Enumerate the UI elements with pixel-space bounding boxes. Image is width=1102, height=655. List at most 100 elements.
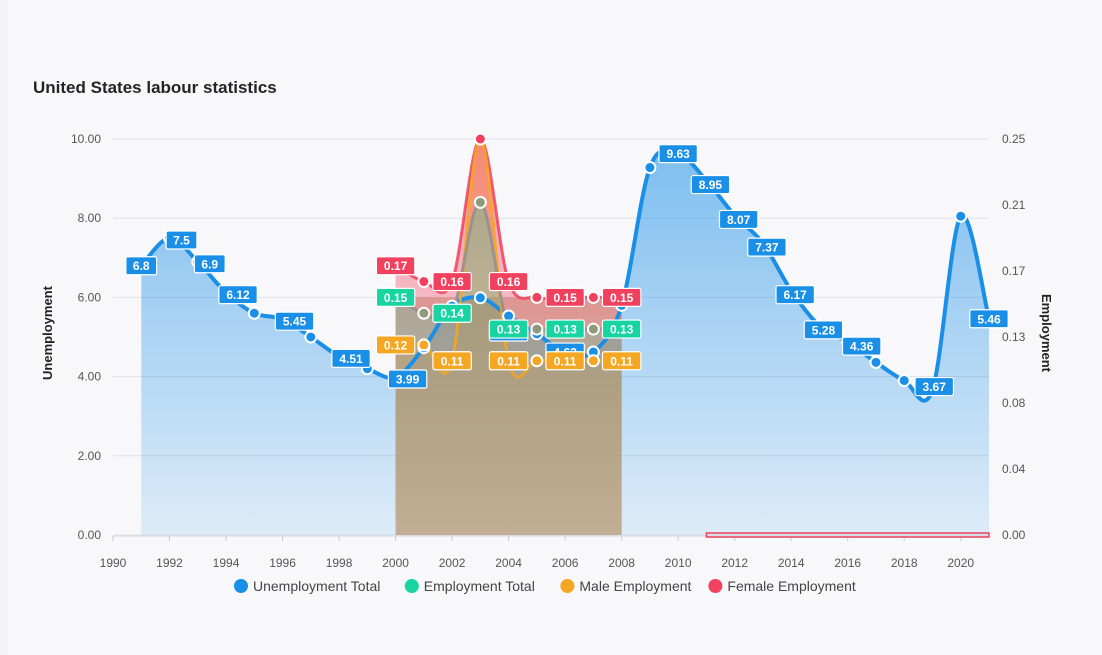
y-left-tick-label: 2.00: [78, 449, 102, 463]
y-right-tick-label: 0.13: [1002, 330, 1026, 344]
employment-total-data-label-box: [545, 319, 585, 339]
y-left-tick-label: 6.00: [78, 290, 102, 304]
legend-label-unemployment-total: Unemployment Total: [253, 578, 380, 594]
unemployment-data-label-box: [658, 144, 698, 164]
unemployment-data-label: 7.5: [173, 234, 190, 248]
male-employment-data-label-box: [545, 351, 585, 371]
unemployment-data-label: 5.46: [977, 312, 1001, 326]
x-tick-label: 1990: [100, 556, 127, 570]
x-tick-label: 1994: [213, 556, 240, 570]
y-right-tick-label: 0.21: [1002, 198, 1026, 212]
x-tick-label: 2000: [382, 556, 409, 570]
data-point-marker: [417, 338, 431, 352]
male-employment-data-label: 0.11: [554, 354, 577, 368]
unemployment-data-label: 8.07: [727, 213, 751, 227]
data-point-marker: [417, 306, 431, 320]
unemployment-data-label-box: [841, 336, 882, 356]
x-tick-label: 2012: [721, 556, 748, 570]
employment-total-data-label: 0.14: [440, 307, 464, 321]
x-tick-label: 2016: [834, 556, 861, 570]
data-point-marker: [473, 132, 487, 146]
y-right-tick-label: 0.04: [1002, 462, 1026, 476]
female-employment-data-label-box: [601, 287, 642, 307]
female-employment-data-label-box: [432, 271, 472, 292]
unemployment-data-label-box: [690, 174, 731, 195]
data-point-marker: [530, 322, 544, 336]
female-employment-data-label: 0.16: [440, 275, 464, 289]
employment-total-data-label: 0.13: [497, 323, 521, 337]
unemployment-data-label: 3.99: [396, 372, 420, 386]
x-tick-label: 1998: [326, 556, 353, 570]
data-point-marker: [304, 330, 318, 344]
data-point-marker: [530, 290, 544, 304]
y-left-tick-label: 8.00: [78, 211, 102, 225]
male-employment-data-label: 0.11: [441, 354, 464, 368]
male-employment-data-label-box: [432, 351, 472, 371]
unemployment-data-label-box: [747, 237, 787, 257]
legend-marker-male-employment: [560, 579, 575, 593]
unemployment-data-label-box: [165, 230, 198, 250]
legend-label-female-employment: Female Employment: [727, 578, 855, 594]
x-tick-label: 2006: [552, 556, 579, 570]
employment-total-data-label-box: [432, 303, 472, 323]
y-left-tick-label: 10.00: [71, 132, 101, 146]
employment-total-data-label-box: [601, 319, 642, 339]
y-right-axis-title: Employment: [1039, 294, 1054, 373]
male-employment-data-label: 0.11: [497, 354, 520, 368]
chart-title: United States labour statistics: [33, 78, 277, 97]
y-right-tick-label: 0.17: [1002, 264, 1026, 278]
unemployment-data-label: 4.51: [339, 352, 363, 366]
x-tick-label: 2014: [778, 556, 805, 570]
data-point-marker: [586, 354, 600, 368]
unemployment-data-label: 9.63: [666, 147, 690, 161]
unemployment-data-label: 6.17: [784, 288, 808, 302]
data-point-marker: [897, 374, 911, 388]
x-tick-label: 2008: [608, 556, 635, 570]
male-employment-data-label: 0.11: [610, 354, 633, 368]
unemployment-data-label-box: [193, 254, 226, 274]
unemployment-data-label: 5.28: [812, 323, 836, 337]
data-point-marker: [869, 355, 883, 369]
data-point-marker: [247, 306, 261, 320]
x-tick-label: 1992: [156, 556, 183, 570]
x-tick-label: 2002: [439, 556, 466, 570]
female-employment-data-label-box: [545, 287, 585, 307]
employment-total-data-label-box: [488, 319, 529, 339]
data-point-marker: [473, 195, 487, 209]
data-point-marker: [586, 290, 600, 304]
unemployment-data-label-box: [274, 311, 315, 331]
legend-marker-unemployment-total: [234, 579, 248, 593]
legend-marker-employment-total: [404, 579, 419, 593]
data-point-marker: [530, 354, 544, 368]
unemployment-data-label-box: [125, 256, 158, 276]
data-point-marker: [417, 275, 431, 289]
male-employment-data-label-box: [488, 351, 529, 371]
unemployment-data-label: 6.8: [133, 259, 150, 273]
unemployment-data-label-box: [803, 320, 844, 340]
unemployment-data-label-box: [218, 285, 258, 305]
female-employment-data-label: 0.16: [497, 275, 521, 289]
y-left-tick-label: 0.00: [78, 528, 102, 542]
female-employment-baseline-strip: [705, 532, 990, 538]
data-point-marker: [586, 322, 600, 336]
y-left-axis-title: Unemployment: [40, 285, 55, 380]
y-right-tick-label: 0.25: [1002, 132, 1026, 146]
employment-total-data-label: 0.13: [553, 323, 577, 337]
x-tick-label: 1996: [269, 556, 296, 570]
data-point-marker: [643, 161, 657, 175]
unemployment-data-label: 7.37: [755, 241, 779, 255]
x-tick-label: 2004: [495, 556, 522, 570]
unemployment-data-label-box: [775, 285, 815, 305]
employment-total-data-label: 0.13: [610, 323, 634, 337]
unemployment-data-label: 3.67: [923, 380, 947, 394]
legend-label-male-employment: Male Employment: [579, 578, 691, 594]
female-employment-data-label-box: [488, 271, 529, 292]
female-employment-data-label: 0.17: [384, 259, 408, 273]
legend-marker-female-employment: [708, 579, 723, 593]
unemployment-data-label-box: [718, 209, 759, 230]
female-employment-data-label: 0.15: [610, 291, 634, 305]
x-tick-label: 2020: [947, 556, 974, 570]
unemployment-data-label: 5.45: [283, 315, 307, 329]
unemployment-area: [141, 150, 990, 535]
